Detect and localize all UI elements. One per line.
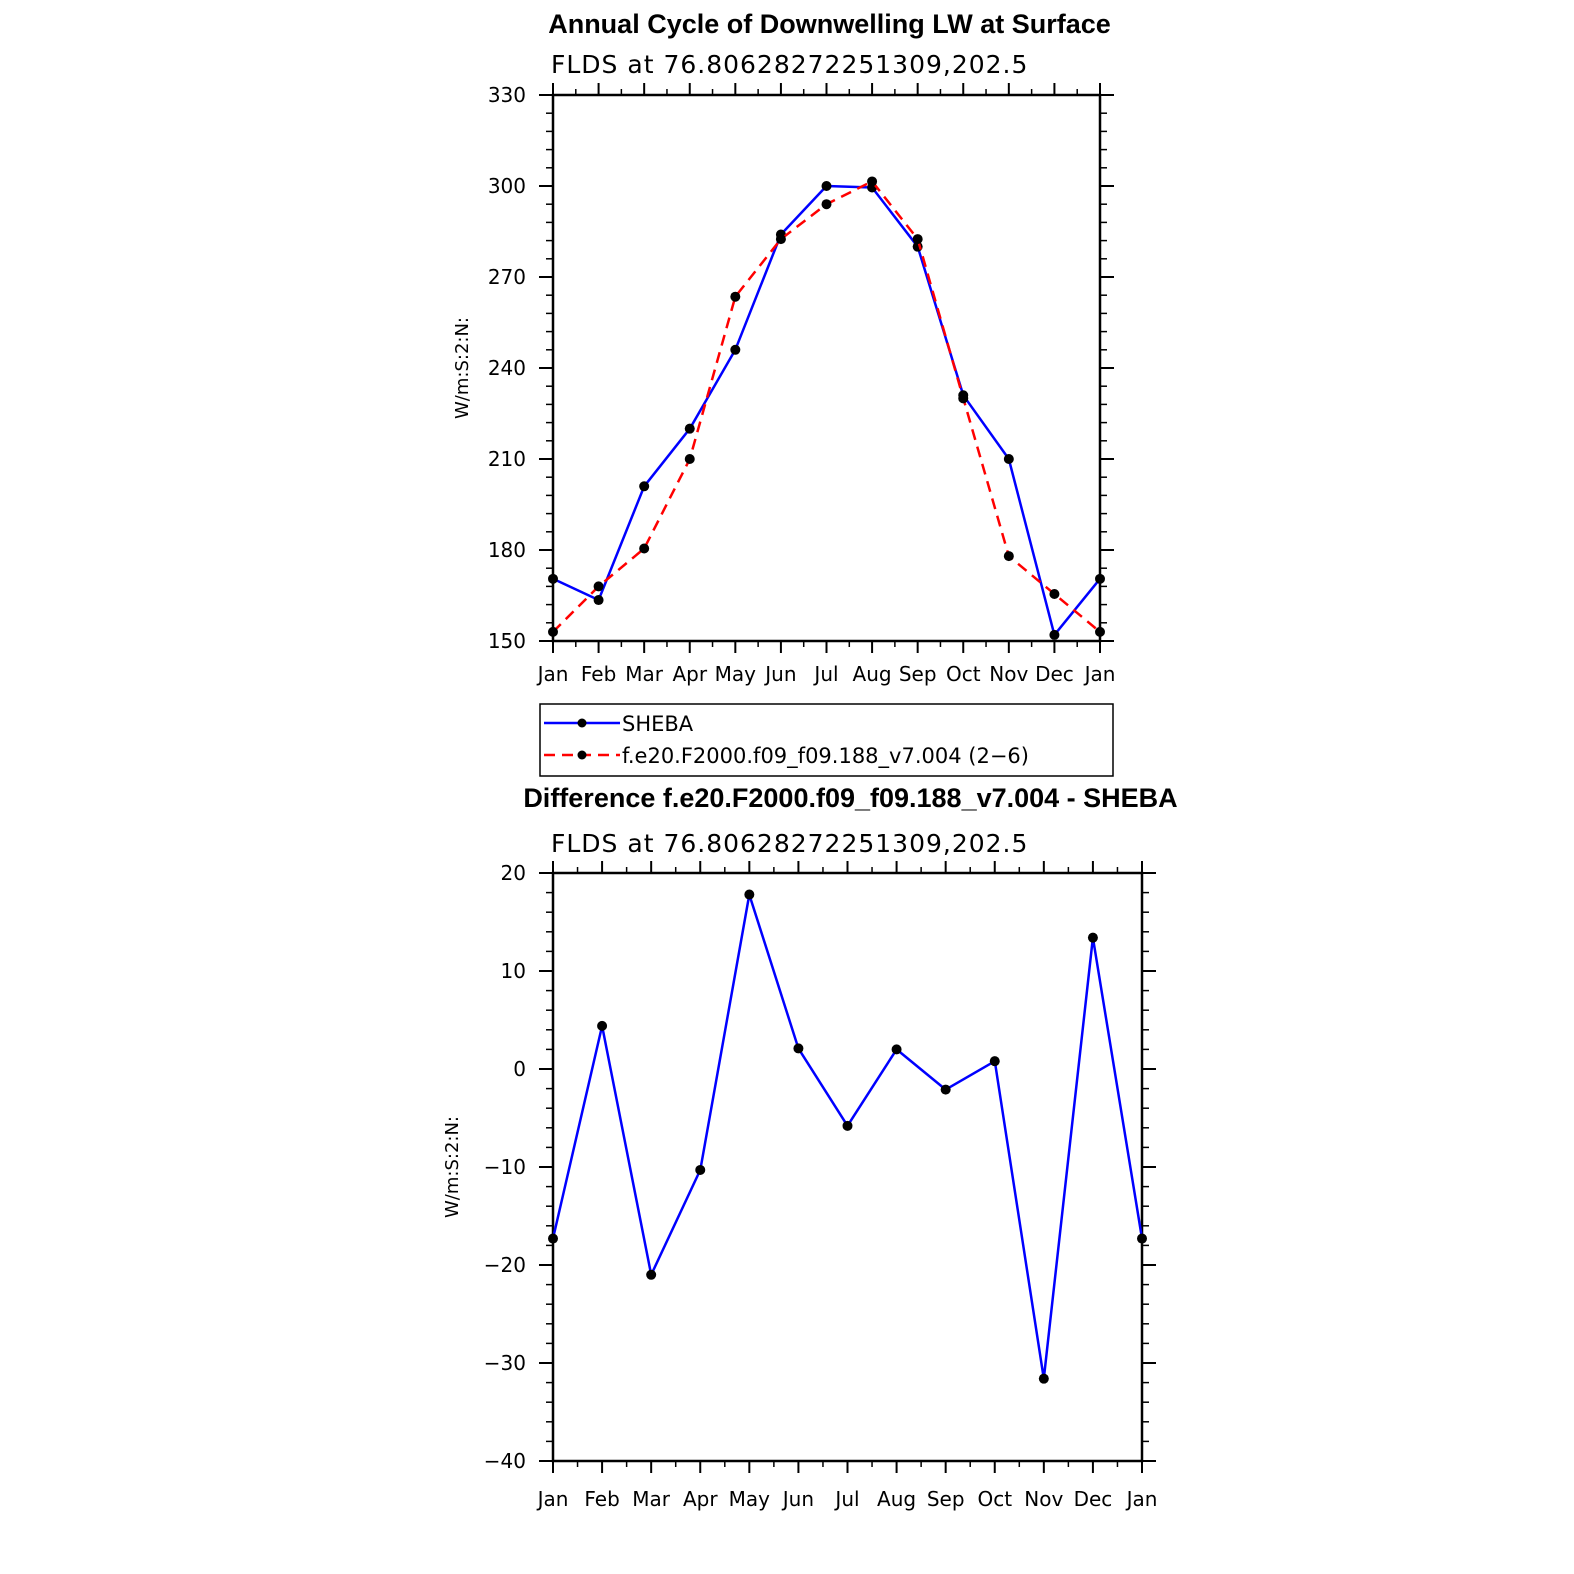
y-tick-label: 210 [488, 447, 526, 471]
y-tick-label: 180 [488, 538, 526, 562]
data-point [793, 1043, 804, 1054]
data-point [639, 543, 650, 554]
data-point [1095, 626, 1105, 637]
y-tick-label: −40 [484, 1449, 526, 1473]
x-tick-label: Jul [812, 662, 838, 686]
series-line-1 [551, 893, 1144, 1380]
data-point [548, 626, 558, 637]
x-tick-label: Apr [672, 662, 707, 686]
chart-title: Annual Cycle of Downwelling LW at Surfac… [548, 9, 1111, 39]
y-axis-label: W/m:S:2:N: [452, 317, 473, 419]
x-tick-label: Dec [1035, 662, 1074, 686]
chart-title: Difference f.e20.F2000.f09_f09.188_v7.00… [523, 783, 1177, 813]
data-point [730, 344, 741, 355]
legend-box [539, 703, 1114, 777]
x-tick-label: Dec [1074, 1487, 1113, 1511]
data-point [597, 1020, 608, 1031]
data-point [744, 889, 755, 900]
data-point [1049, 588, 1060, 599]
x-tick-label: Apr [683, 1487, 718, 1511]
y-tick-label: 270 [488, 265, 526, 289]
data-point [646, 1269, 657, 1280]
x-tick-label: Nov [989, 662, 1028, 686]
x-tick-label: Jul [833, 1487, 859, 1511]
data-point [730, 291, 741, 302]
data-point [958, 393, 969, 404]
data-point [842, 1120, 853, 1131]
legend: SHEBA f.e20.F2000.f09_f09.188_v7.004 (2−6… [539, 703, 1114, 777]
data-point [1095, 573, 1105, 584]
chart-subtitle: FLDS at 76.80628272251309,202.5 [551, 829, 1028, 858]
y-axis-label: W/m:S:2:N: [442, 1116, 463, 1218]
x-tick-label: Jan [1125, 1487, 1158, 1511]
data-point [989, 1056, 1000, 1067]
y-tick-label: −30 [484, 1351, 526, 1375]
y-tick-label: 240 [488, 356, 526, 380]
x-tick-label: Aug [853, 662, 892, 686]
legend-label: f.e20.F2000.f09_f09.188_v7.004 (2−6) [622, 744, 1029, 769]
data-point [1003, 551, 1014, 562]
x-tick-label: Jan [536, 662, 569, 686]
chart-panel-2: Difference f.e20.F2000.f09_f09.188_v7.00… [442, 783, 1178, 1511]
data-point [639, 481, 650, 492]
x-tick-label: May [729, 1487, 771, 1511]
y-tick-label: 300 [488, 174, 526, 198]
x-tick-label: Mar [625, 662, 664, 686]
x-tick-label: Oct [977, 1487, 1012, 1511]
plot-frame [551, 93, 1102, 643]
y-tick-label: 10 [501, 959, 526, 983]
y-tick-label: −20 [484, 1253, 526, 1277]
x-tick-label: Mar [632, 1487, 671, 1511]
y-tick-label: −10 [484, 1155, 526, 1179]
data-point [593, 595, 604, 606]
data-point [1003, 454, 1014, 464]
series-line-1 [552, 184, 1101, 637]
data-point [593, 581, 604, 592]
plot-frame [551, 871, 1144, 1463]
y-tick-label: 150 [488, 629, 526, 653]
data-point [684, 423, 695, 434]
x-tick-label: Jan [1083, 662, 1116, 686]
data-point [821, 181, 832, 191]
series-line-2 [552, 180, 1101, 633]
data-point [1137, 1233, 1147, 1244]
y-tick-label: 0 [513, 1057, 526, 1081]
x-tick-label: Nov [1024, 1487, 1063, 1511]
legend-label: SHEBA [622, 712, 694, 736]
data-point [695, 1164, 706, 1175]
legend-marker [577, 750, 587, 760]
x-tick-label: Aug [877, 1487, 916, 1511]
x-tick-label: Jan [536, 1487, 569, 1511]
y-tick-label: 20 [501, 861, 526, 885]
x-tick-label: Oct [946, 662, 981, 686]
x-tick-label: Feb [581, 662, 616, 686]
chart-panel-1: Annual Cycle of Downwelling LW at Surfac… [452, 9, 1116, 777]
x-tick-label: Sep [927, 1487, 965, 1511]
data-point [891, 1044, 902, 1055]
data-point [684, 454, 695, 464]
data-point [548, 573, 558, 584]
y-tick-label: 330 [488, 83, 526, 107]
x-tick-label: Jun [781, 1487, 814, 1511]
data-point [940, 1084, 951, 1095]
legend-marker [577, 718, 587, 728]
data-point [1087, 932, 1098, 943]
x-tick-label: Sep [899, 662, 937, 686]
data-point [821, 199, 832, 210]
data-point [867, 176, 878, 187]
data-point [775, 234, 786, 245]
chart-subtitle: FLDS at 76.80628272251309,202.5 [551, 50, 1028, 79]
data-point [1049, 629, 1060, 640]
x-tick-label: Jun [763, 662, 796, 686]
data-point [912, 234, 923, 245]
data-point [1038, 1373, 1049, 1384]
x-tick-label: May [715, 662, 757, 686]
x-tick-label: Feb [584, 1487, 619, 1511]
data-point [548, 1233, 558, 1244]
